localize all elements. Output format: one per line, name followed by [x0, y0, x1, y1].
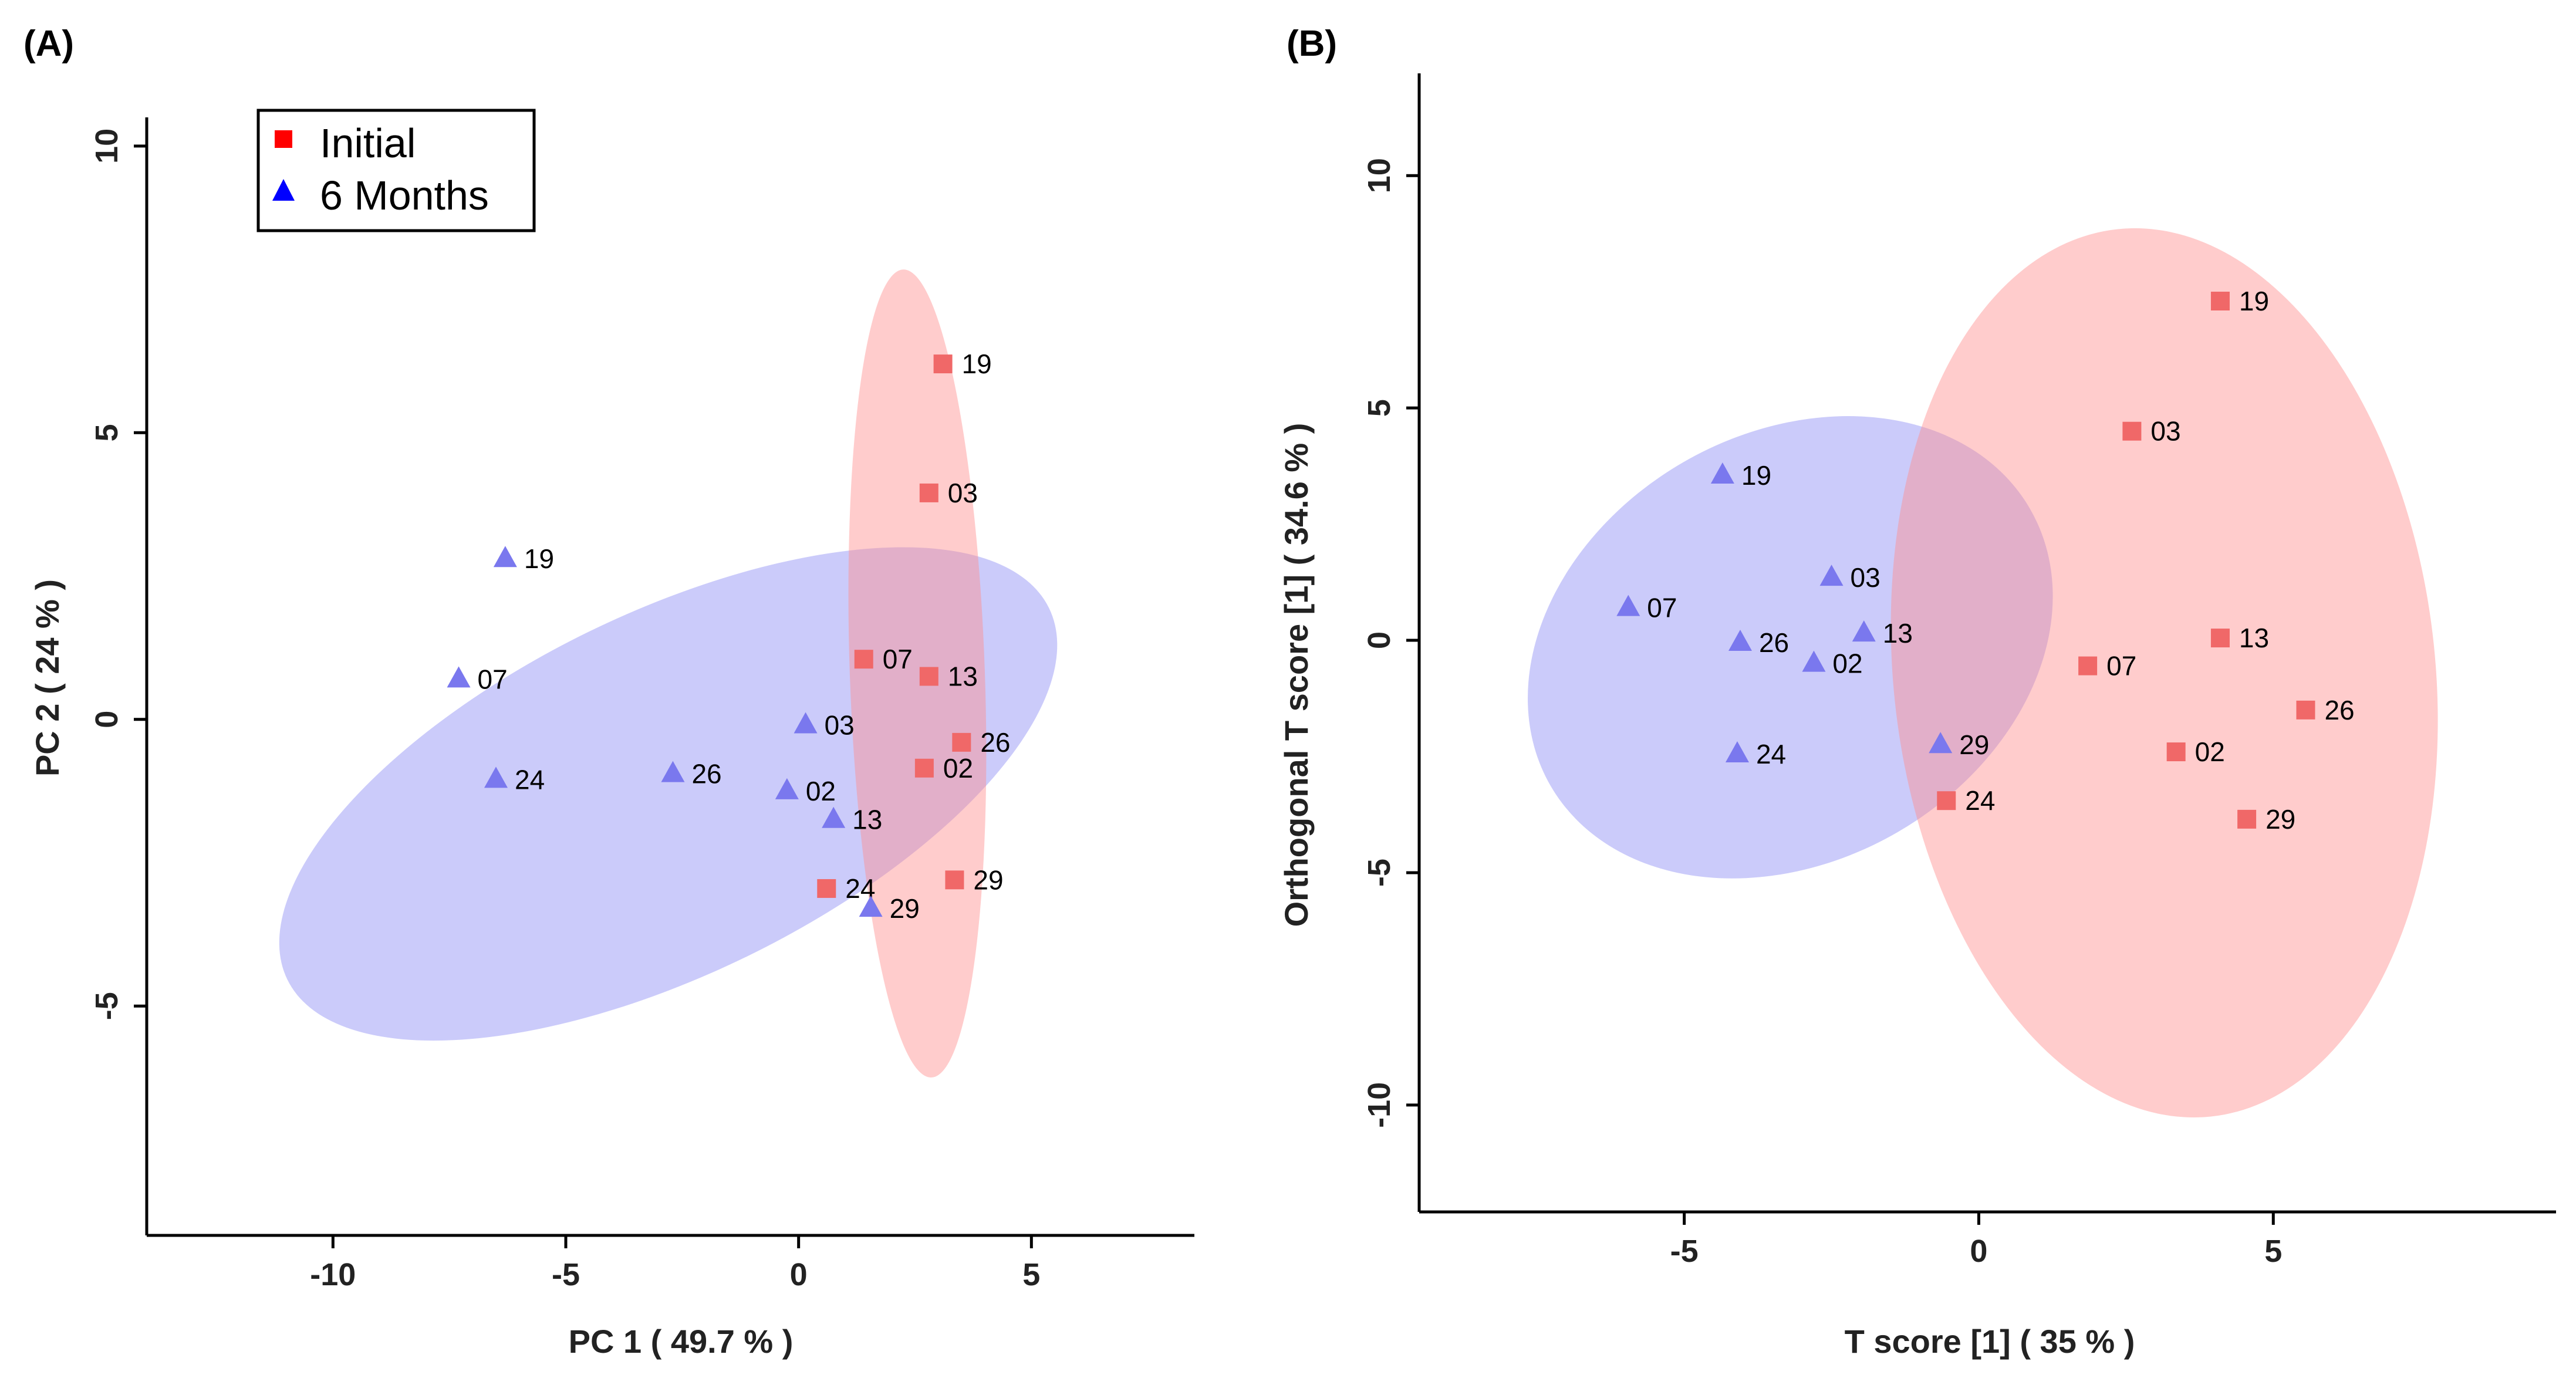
panel-b-point-6-months-07 [1616, 595, 1640, 616]
panel-a-point-6-months-02 [775, 778, 799, 799]
panel-a-point-label-6-months-19: 19 [524, 543, 554, 574]
panel-b-label: (B) [1287, 23, 1337, 64]
panel-b-point-label-initial-24: 24 [1965, 785, 1995, 816]
panel-b-point-label-6-months-02: 02 [1832, 649, 1862, 679]
panel-b-point-initial-24 [1937, 791, 1956, 810]
panel-a-point-label-6-months-03: 03 [825, 710, 855, 741]
legend-box [256, 109, 536, 232]
panel-a-point-initial-02 [914, 758, 934, 778]
panel-b-point-label-6-months-13: 13 [1883, 618, 1913, 649]
panel-a-y-tick-label: 10 [89, 129, 124, 164]
panel-a-point-label-initial-26: 26 [980, 727, 1010, 758]
panel-a-point-label-initial-19: 19 [962, 349, 992, 379]
panel-a-x-tick-label: 0 [790, 1257, 808, 1292]
panel-a-point-6-months-26 [661, 761, 685, 782]
panel-a-point-label-initial-02: 02 [943, 753, 973, 783]
panel-a-point-label-initial-07: 07 [883, 644, 913, 674]
panel-b-ellipse-initial [1890, 228, 2438, 1118]
panel-a-x-tick-label: -5 [552, 1257, 580, 1292]
panel-a-point-label-initial-13: 13 [948, 661, 978, 692]
panel-b-point-6-months-24 [1725, 741, 1749, 763]
panel-b-plot: -5 0 5-10-50510190313072602242919070313260… [1362, 73, 2556, 1269]
legend-triangle-marker [272, 179, 295, 201]
panel-b-point-label-6-months-07: 07 [1647, 593, 1677, 623]
panel-b-point-initial-02 [2166, 742, 2186, 762]
panel-a-point-initial-03 [919, 483, 938, 502]
panel-b-point-label-initial-29: 29 [2266, 804, 2295, 835]
panel-b-point-label-6-months-24: 24 [1756, 739, 1786, 769]
panel-b-point-initial-19 [2210, 292, 2230, 310]
panel-a-point-6-months-29 [859, 896, 883, 917]
panel-b-point-label-initial-19: 19 [2239, 286, 2269, 316]
panel-b-point-initial-13 [2210, 629, 2230, 648]
panel-b-point-initial-26 [2296, 700, 2315, 720]
panel-a-y-tick-label: 0 [89, 711, 124, 728]
panel-a-y-axis-title: PC 2 ( 24 % ) [29, 579, 66, 776]
panel-a-point-6-months-13 [822, 806, 846, 828]
panel-b-point-6-months-03 [1819, 565, 1844, 586]
panel-b-point-label-6-months-29: 29 [1959, 729, 1989, 760]
legend-square-marker [275, 130, 292, 148]
panel-a-x-tick-label: 5 [1022, 1257, 1040, 1292]
panel-a-x-tick-label: -10 [310, 1257, 356, 1292]
panel-a-point-initial-19 [933, 354, 953, 374]
legend-entry-initial: Initial [320, 120, 416, 166]
panel-a-point-initial-13 [919, 667, 938, 686]
panel-b-point-6-months-29 [1929, 732, 1953, 754]
panel-b-ellipse-6-months [1528, 416, 2053, 879]
panel-a-point-6-months-03 [794, 712, 818, 734]
panel-a-point-label-6-months-26: 26 [691, 759, 721, 789]
panel-a-point-initial-29 [945, 870, 964, 890]
panel-b-point-label-initial-03: 03 [2150, 416, 2180, 447]
panel-a-point-initial-07 [854, 650, 873, 669]
panel-a-point-initial-24 [817, 879, 836, 898]
panel-a-point-6-months-24 [484, 766, 508, 788]
panel-a-point-6-months-07 [447, 666, 471, 688]
panel-b-point-6-months-26 [1728, 630, 1752, 651]
panel-a-point-label-6-months-07: 07 [478, 664, 508, 694]
panel-b-point-initial-03 [2122, 421, 2142, 441]
panel-a-point-initial-26 [952, 732, 971, 752]
panel-b-y-tick-label: 10 [1362, 158, 1397, 193]
panel-b-point-label-initial-02: 02 [2195, 737, 2225, 767]
panel-a-point-label-initial-29: 29 [973, 864, 1003, 895]
panel-b-point-label-initial-13: 13 [2239, 623, 2269, 653]
panel-b-point-6-months-13 [1852, 620, 1876, 642]
panel-b-point-6-months-19 [1710, 462, 1734, 484]
panel-b-point-label-initial-07: 07 [2106, 651, 2136, 681]
panel-a-point-label-6-months-02: 02 [806, 776, 836, 806]
panel-a-ellipse-6-months [279, 547, 1058, 1041]
panel-b-point-label-6-months-26: 26 [1759, 627, 1789, 658]
panel-a-point-label-6-months-13: 13 [852, 805, 882, 835]
panel-a-point-6-months-19 [493, 546, 517, 568]
panel-b-y-axis-title: Orthogonal T score [1] ( 34.6 % ) [1278, 423, 1315, 927]
panel-b-point-initial-29 [2237, 809, 2257, 829]
panel-a-point-label-6-months-24: 24 [515, 764, 545, 795]
panel-a-x-axis-title: PC 1 ( 49.7 % ) [569, 1323, 794, 1360]
panel-a-label: (A) [23, 23, 74, 64]
panel-b-y-tick-label: 5 [1362, 399, 1397, 417]
panel-b-point-label-6-months-19: 19 [1741, 460, 1771, 491]
panel-a-y-tick-label: -5 [89, 992, 124, 1020]
panel-b-x-tick-label: -5 [1670, 1234, 1699, 1269]
panel-b-x-tick-label: 5 [2264, 1234, 2282, 1269]
panel-b-point-6-months-02 [1802, 650, 1826, 672]
panel-a-point-label-6-months-29: 29 [890, 893, 920, 924]
panel-b-point-label-initial-26: 26 [2324, 695, 2354, 725]
panel-b-y-tick-label: 0 [1362, 631, 1397, 649]
panel-b-point-label-6-months-03: 03 [1851, 562, 1880, 593]
panel-b-y-tick-label: -5 [1362, 859, 1397, 887]
panel-b-x-axis-title: T score [1] ( 35 % ) [1845, 1323, 2135, 1360]
panel-a-point-label-initial-03: 03 [948, 478, 978, 508]
legend-entry-6-months: 6 Months [320, 173, 489, 218]
panel-b-y-tick-label: -10 [1362, 1082, 1397, 1128]
panel-b-point-initial-07 [2078, 656, 2098, 676]
panel-b-x-tick-label: 0 [1970, 1234, 1987, 1269]
panel-a-y-tick-label: 5 [89, 424, 124, 441]
panel-b: (B) -5 0 5-10-5051019031307260224291907031… [1278, 23, 2556, 1360]
legend: Initial 6 Months [256, 109, 536, 232]
